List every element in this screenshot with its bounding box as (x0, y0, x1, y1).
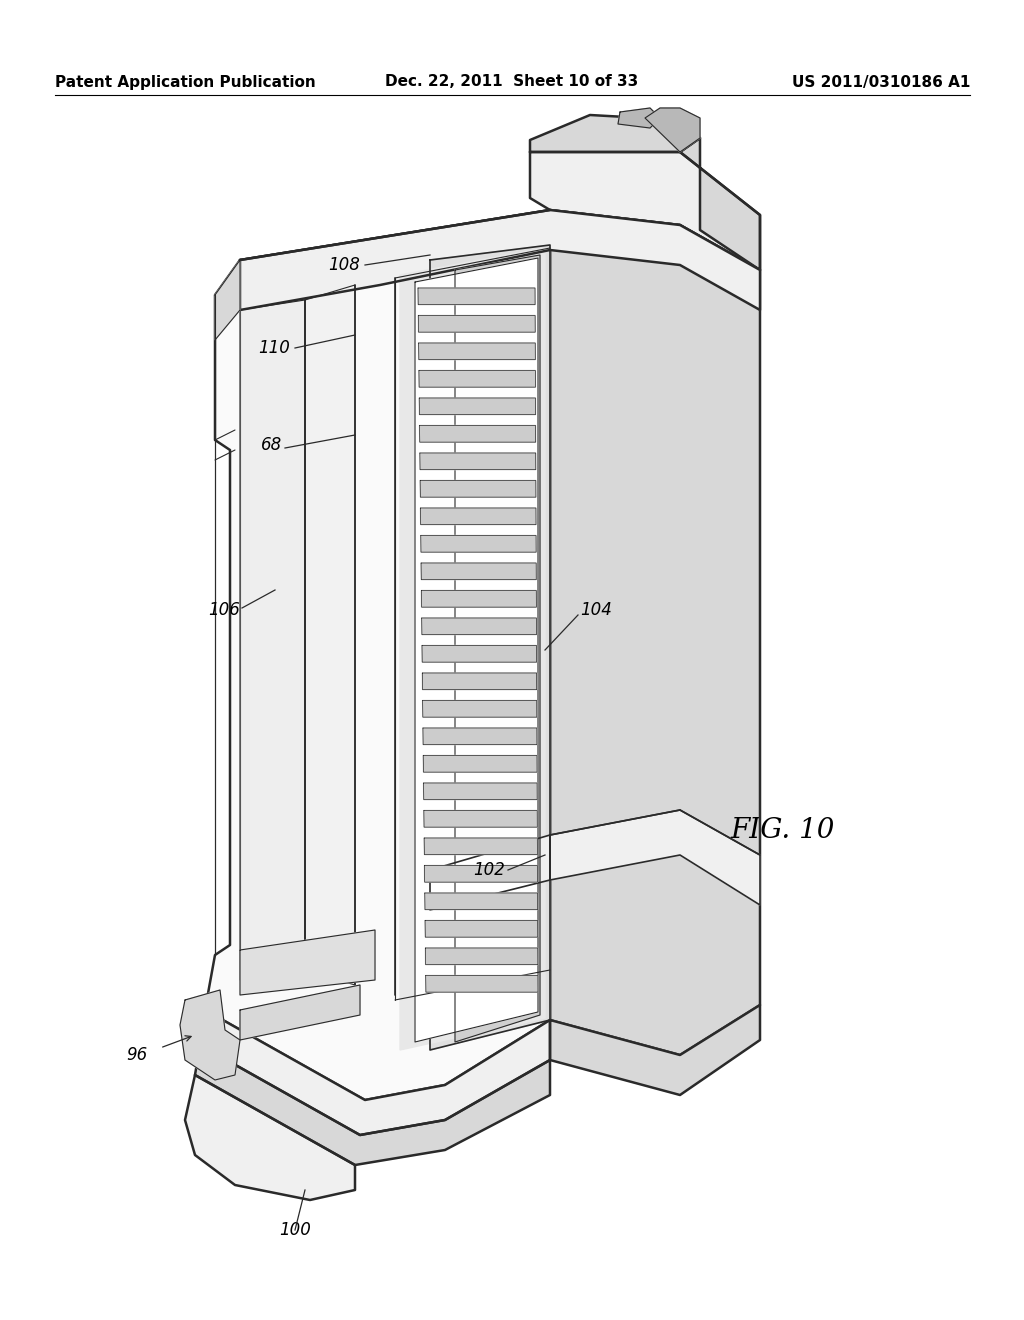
Polygon shape (426, 975, 538, 993)
Polygon shape (240, 300, 305, 979)
Polygon shape (425, 948, 538, 965)
Polygon shape (422, 645, 537, 663)
Polygon shape (425, 894, 538, 909)
Polygon shape (185, 1074, 355, 1200)
Polygon shape (550, 210, 760, 1055)
Text: 110: 110 (258, 339, 290, 356)
Polygon shape (418, 288, 536, 305)
Polygon shape (430, 836, 550, 909)
Polygon shape (421, 564, 537, 579)
Polygon shape (215, 260, 240, 341)
Polygon shape (421, 536, 537, 552)
Polygon shape (240, 210, 760, 310)
Polygon shape (422, 590, 537, 607)
Text: US 2011/0310186 A1: US 2011/0310186 A1 (792, 74, 970, 90)
Polygon shape (550, 1005, 760, 1096)
Polygon shape (645, 108, 700, 152)
Text: Dec. 22, 2011  Sheet 10 of 33: Dec. 22, 2011 Sheet 10 of 33 (385, 74, 639, 90)
Polygon shape (240, 985, 360, 1040)
Polygon shape (419, 343, 536, 359)
Polygon shape (425, 866, 538, 882)
Polygon shape (420, 480, 536, 498)
Polygon shape (400, 248, 545, 1049)
Polygon shape (180, 990, 240, 1080)
Polygon shape (415, 257, 538, 1041)
Text: 100: 100 (280, 1221, 311, 1239)
Text: 96: 96 (127, 1045, 148, 1064)
Polygon shape (423, 701, 537, 717)
Polygon shape (420, 453, 536, 470)
Polygon shape (424, 783, 538, 800)
Polygon shape (205, 210, 550, 1100)
Polygon shape (421, 508, 536, 524)
Text: 106: 106 (208, 601, 240, 619)
Text: 68: 68 (261, 436, 282, 454)
Polygon shape (424, 810, 538, 828)
Polygon shape (422, 618, 537, 635)
Polygon shape (455, 255, 540, 1041)
Polygon shape (419, 315, 536, 333)
Text: Patent Application Publication: Patent Application Publication (55, 74, 315, 90)
Polygon shape (305, 285, 355, 985)
Polygon shape (423, 729, 537, 744)
Polygon shape (419, 371, 536, 387)
Polygon shape (200, 1010, 550, 1135)
Text: 104: 104 (580, 601, 612, 619)
Polygon shape (530, 152, 760, 271)
Polygon shape (680, 139, 760, 271)
Text: 108: 108 (328, 256, 360, 275)
Polygon shape (240, 931, 375, 995)
Polygon shape (430, 246, 550, 1049)
Text: 102: 102 (473, 861, 505, 879)
Text: FIG. 10: FIG. 10 (730, 817, 835, 843)
Polygon shape (424, 838, 538, 854)
Polygon shape (423, 755, 537, 772)
Polygon shape (425, 920, 538, 937)
Polygon shape (419, 399, 536, 414)
Polygon shape (422, 673, 537, 689)
Polygon shape (195, 1045, 550, 1166)
Polygon shape (420, 425, 536, 442)
Polygon shape (530, 115, 700, 152)
Polygon shape (550, 810, 760, 906)
Polygon shape (618, 108, 660, 128)
